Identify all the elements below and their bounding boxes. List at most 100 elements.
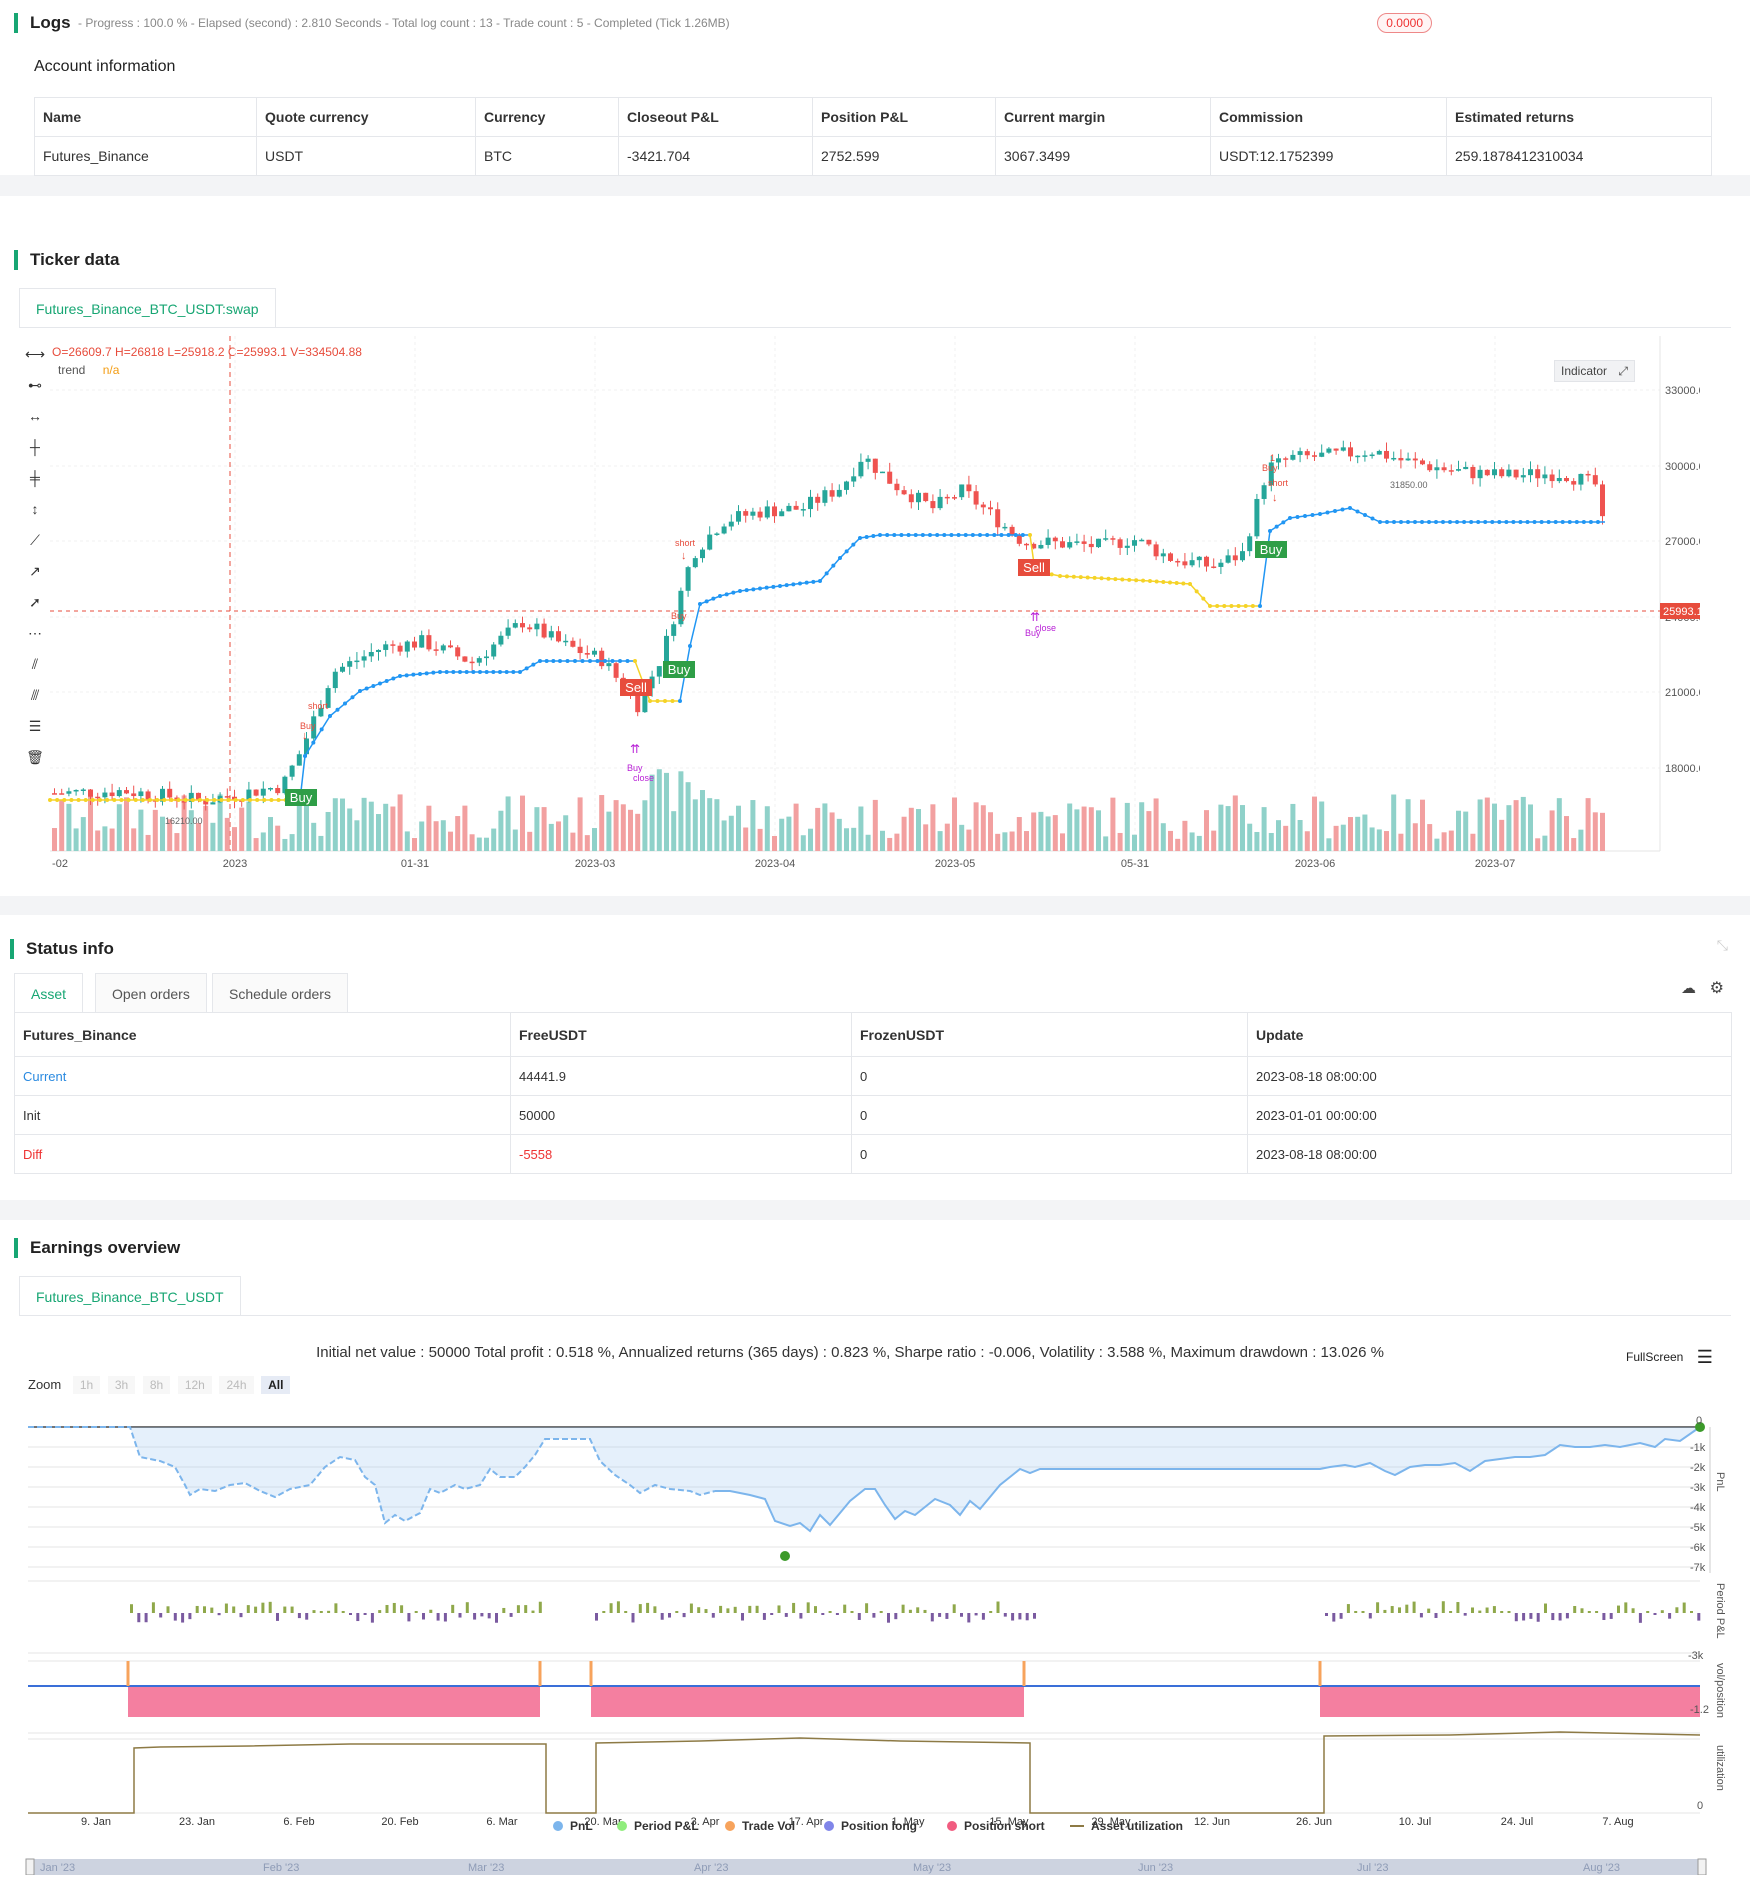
cell: -5558 (510, 1134, 852, 1174)
col-frozen: FrozenUSDT (851, 1012, 1248, 1057)
high-label: 31850.00 (1390, 480, 1428, 490)
earnings-panel: Earnings overview Futures_Binance_BTC_US… (0, 1220, 1750, 1899)
cell: 2023-08-18 08:00:00 (1247, 1134, 1732, 1174)
arrow-line-icon[interactable]: ➚ (29, 594, 41, 610)
earnings-legend: PnL Period P&L Trade Vol Position long P… (553, 1819, 1183, 1833)
price-range-icon[interactable]: ⋯ (28, 625, 42, 641)
pnl-y-axis: 0 -1k -2k -3k -4k -5k -6k -7k (1690, 1415, 1706, 1574)
logs-panel: Logs - Progress : 100.0 % - Elapsed (sec… (0, 0, 1750, 176)
tab-asset[interactable]: Asset (14, 973, 84, 1013)
svg-text:-7k: -7k (1690, 1562, 1706, 1574)
zoom-3h[interactable]: 3h (107, 1376, 136, 1394)
zoom-label: Zoom (28, 1377, 62, 1392)
cell: 0 (851, 1134, 1248, 1174)
final-pnl-marker (1695, 1422, 1705, 1432)
download-icon[interactable]: ☁ (1681, 980, 1696, 997)
cell: BTC (475, 136, 619, 176)
position-panel: -1.2 vol/position (28, 1660, 1726, 1734)
extended-line-icon[interactable]: ↔ (28, 408, 42, 424)
horizontal-ray-icon[interactable]: ⊷ (28, 377, 42, 393)
cell: USDT:12.1752399 (1210, 136, 1447, 176)
ray-line-icon[interactable]: ↗ (29, 563, 41, 579)
svg-text:20. Feb: 20. Feb (381, 1816, 418, 1828)
buy-label-3: Buy (627, 763, 643, 773)
position-short-bars (128, 1687, 1700, 1717)
svg-text:PnL: PnL (1714, 1472, 1726, 1492)
horizontal-line-icon[interactable]: ⟷ (24, 346, 46, 362)
svg-text:Mar '23: Mar '23 (468, 1862, 504, 1874)
expand-icon[interactable]: ⤢ (1618, 364, 1628, 378)
gear-icon[interactable]: ⚙ (1709, 980, 1724, 997)
col-free: FreeUSDT (510, 1012, 852, 1057)
trend-line-icon[interactable]: ⟋ (30, 532, 40, 548)
vertical-line-icon[interactable]: ┼ (30, 439, 40, 455)
drawing-toolbar: ⟷ ⊷ ↔ ┼ ╪ ↕ ⟋ ↗ ➚ ⋯ ⫽ ⫻ ☰ 🗑 (22, 346, 48, 780)
svg-text:-2k: -2k (1690, 1462, 1706, 1474)
pnl-area (28, 1427, 1700, 1531)
svg-text:-1.2: -1.2 (1690, 1704, 1709, 1716)
zoom-1h[interactable]: 1h (72, 1376, 101, 1394)
col-exchange: Futures_Binance (14, 1012, 511, 1057)
svg-text:Aug '23: Aug '23 (1583, 1862, 1620, 1874)
col-current-margin: Current margin (995, 97, 1211, 137)
indicator-button[interactable]: Indicator ⤢ (1554, 360, 1635, 382)
svg-text:0: 0 (1696, 1415, 1702, 1427)
zoom-12h[interactable]: 12h (177, 1376, 212, 1394)
parallel-channel-icon[interactable]: ⫽ (31, 656, 39, 672)
pnl-line (715, 1426, 1701, 1533)
candlestick-chart: Buy Sell Buy Sell Buy short Buy ↓ short … (48, 336, 1700, 870)
svg-text:27000.00: 27000.00 (1665, 536, 1700, 548)
max-drawdown-marker (780, 1551, 790, 1561)
one-label: 1 (1270, 453, 1275, 463)
svg-text:Asset utilization: Asset utilization (1091, 1819, 1183, 1833)
menu-icon[interactable]: ☰ (1696, 1347, 1713, 1367)
ticker-panel: Ticker data Futures_Binance_BTC_USDT:swa… (0, 196, 1750, 896)
pitchfork-icon[interactable]: ⫻ (30, 687, 40, 703)
table-row: Futures_Binance USDT BTC -3421.704 2752.… (34, 136, 1712, 176)
svg-text:23. Jan: 23. Jan (179, 1816, 215, 1828)
svg-text:May '23: May '23 (913, 1862, 951, 1874)
svg-text:Feb '23: Feb '23 (263, 1862, 299, 1874)
trash-icon[interactable]: 🗑 (26, 749, 44, 765)
cell: Futures_Binance (34, 136, 257, 176)
svg-text:-4k: -4k (1690, 1502, 1706, 1514)
fullscreen-button[interactable]: FullScreen ☰ (1626, 1347, 1713, 1368)
vertical-ray-icon[interactable]: ↕ (31, 501, 39, 517)
sell-signal-2: Sell (1018, 559, 1050, 576)
period-pnl-bars (130, 1601, 1701, 1623)
x-axis: -02 2023 01-31 2023-03 2023-04 2023-05 0… (52, 858, 1515, 870)
zoom-24h[interactable]: 24h (219, 1376, 254, 1394)
vertical-segment-icon[interactable]: ╪ (30, 470, 40, 486)
tab-earnings-symbol[interactable]: Futures_Binance_BTC_USDT (19, 1276, 241, 1316)
asset-header-row: Futures_Binance FreeUSDT FrozenUSDT Upda… (14, 1012, 1732, 1057)
cell: 2023-08-18 08:00:00 (1247, 1056, 1732, 1096)
utilization-line (28, 1731, 1701, 1814)
row-label-init: Init (14, 1095, 511, 1135)
ohlc-readout: O=26609.7 H=26818 L=25918.2 C=25993.1 V=… (52, 345, 362, 359)
zoom-all[interactable]: All (261, 1376, 291, 1394)
zoom-8h[interactable]: 8h (142, 1376, 171, 1394)
svg-text:Jul '23: Jul '23 (1357, 1862, 1388, 1874)
cell: 44441.9 (510, 1056, 852, 1096)
pnl-panel: 0 -1k -2k -3k -4k -5k -6k -7k PnL (28, 1415, 1726, 1574)
svg-text:26. Jun: 26. Jun (1296, 1816, 1332, 1828)
down-arrow-icon: ↓ (1272, 492, 1278, 504)
tab-schedule-orders[interactable]: Schedule orders (212, 973, 348, 1013)
table-row: Init 50000 0 2023-01-01 00:00:00 (14, 1095, 1732, 1135)
svg-text:6. Feb: 6. Feb (283, 1816, 314, 1828)
collapse-icon[interactable]: ⤡ (1716, 937, 1728, 953)
svg-text:Buy: Buy (668, 662, 691, 677)
cell: 259.1878412310034 (1446, 136, 1712, 176)
earnings-chart: 0 -1k -2k -3k -4k -5k -6k -7k PnL -3k Pe… (25, 1415, 1726, 1875)
svg-text:25993.10: 25993.10 (1663, 606, 1700, 618)
svg-text:Position long: Position long (841, 1819, 917, 1833)
svg-text:Trade Vol: Trade Vol (742, 1819, 795, 1833)
logs-title: Logs (14, 13, 71, 33)
svg-text:-1k: -1k (1690, 1442, 1706, 1454)
col-name: Name (34, 97, 257, 137)
fibonacci-icon[interactable]: ☰ (28, 718, 42, 734)
svg-text:2023-04: 2023-04 (755, 858, 795, 870)
tab-ticker-symbol[interactable]: Futures_Binance_BTC_USDT:swap (19, 288, 276, 328)
tab-open-orders[interactable]: Open orders (95, 973, 207, 1013)
col-commission: Commission (1210, 97, 1447, 137)
